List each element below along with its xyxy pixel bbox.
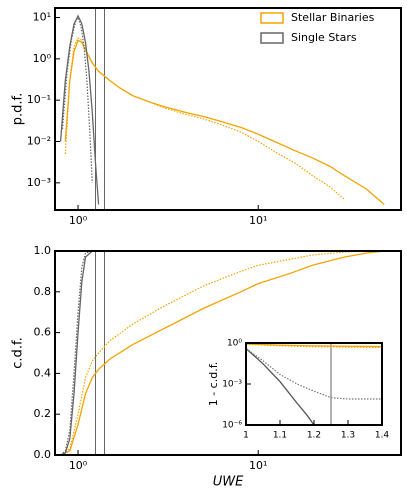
y-tick-label: 10⁻³ (27, 176, 51, 189)
y-tick-label: 10⁻³ (222, 380, 242, 390)
inset-background (246, 343, 382, 425)
panel: 10⁰ 10¹ 10⁻³ 10⁻² 10⁻¹ 10⁰ 10¹ p.d.f. Stellar Bi… (11, 7, 402, 227)
x-tick-label: 10¹ (249, 214, 267, 227)
y-tick-label: 0.8 (34, 285, 52, 298)
y-axis-label: 1 - c.d.f. (207, 362, 220, 407)
series-line (64, 37, 345, 200)
axes-frame (54, 250, 402, 456)
series-line (246, 347, 315, 425)
series-line (246, 347, 382, 400)
series-line (61, 16, 93, 183)
panel: 1 1.1 1.2 1.3 1.4 10⁻⁶ 10⁻³ 10⁰ 1 - c.d.f. (207, 339, 389, 441)
y-tick-label: 10¹ (33, 11, 51, 24)
x-tick-label: 1.4 (375, 431, 390, 441)
x-tick-label: 10⁰ (69, 459, 88, 472)
series-line (64, 39, 385, 205)
series-line (59, 14, 100, 205)
y-tick-label: 0.6 (34, 326, 52, 339)
y-tick-label: 0.2 (34, 407, 52, 420)
x-tick-label: 1 (243, 431, 249, 441)
series-line (60, 251, 93, 455)
x-tick-label: 1.2 (307, 431, 321, 441)
y-tick-label: 0.4 (34, 366, 52, 379)
y-tick-label: 10⁻¹ (27, 93, 51, 106)
y-axis-label: p.d.f. (11, 93, 26, 126)
x-axis-label: UWE (213, 475, 244, 490)
y-tick-label: 1.0 (34, 244, 52, 257)
y-tick-label: 10⁰ (33, 52, 52, 65)
x-tick-label: 1.3 (341, 431, 355, 441)
y-tick-label: 10⁻² (27, 134, 51, 147)
panel: 10⁰ 10¹ 0.0 0.2 0.4 0.6 0.8 1.0 c.d.f. UWE (11, 244, 402, 490)
legend-label: Stellar Binaries (291, 11, 375, 24)
y-axis-label: c.d.f. (11, 337, 26, 368)
series-line (60, 251, 99, 455)
axes-frame (54, 7, 402, 211)
y-tick-label: 0.0 (34, 448, 52, 461)
series-line (246, 343, 382, 348)
legend-swatch (260, 12, 284, 24)
y-tick-label: 10⁰ (227, 339, 242, 349)
series-line (60, 251, 399, 455)
x-tick-label: 10¹ (249, 459, 267, 472)
legend-swatch (260, 32, 284, 44)
y-tick-label: 10⁻⁶ (222, 421, 242, 431)
legend-label: Single Stars (291, 31, 357, 44)
x-tick-label: 10⁰ (69, 214, 88, 227)
x-tick-label: 1.1 (273, 431, 287, 441)
